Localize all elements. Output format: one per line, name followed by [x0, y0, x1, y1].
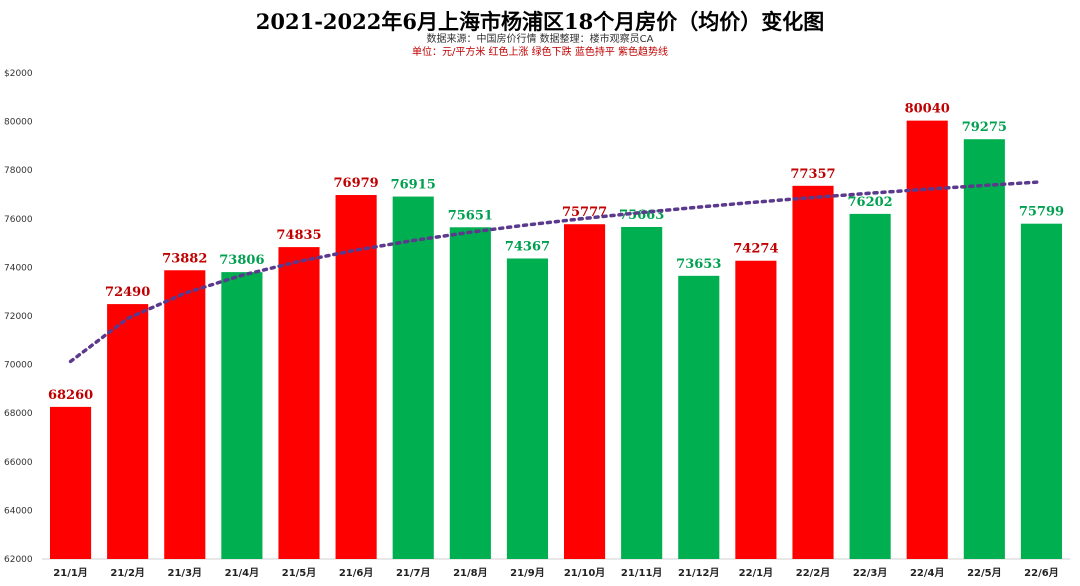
bar	[335, 195, 377, 559]
data-label: 74835	[276, 228, 321, 243]
legend-line: 单位：元/平方米 红色上涨 绿色下跌 蓝色持平 紫色趋势线	[411, 47, 669, 58]
x-tick-label: 22/2月	[796, 567, 831, 579]
x-tick-label: 21/6月	[339, 567, 374, 579]
bar	[278, 247, 320, 559]
bar	[164, 270, 206, 559]
trend-line	[68, 180, 1044, 364]
x-tick-label: 22/6月	[1024, 567, 1059, 579]
source-line: 数据来源：中国房价行情 数据整理：楼市观察员CA	[426, 34, 654, 45]
x-tick-label: 21/7月	[396, 567, 431, 579]
data-label: 73806	[219, 253, 264, 268]
bar	[563, 224, 606, 559]
data-label: 68260	[48, 388, 93, 403]
bar	[906, 120, 948, 560]
x-tick-label: 22/4月	[910, 567, 945, 579]
x-tick-label: 21/1月	[53, 567, 88, 579]
data-label: 75651	[448, 208, 493, 223]
bar	[221, 272, 263, 559]
data-label: 75777	[562, 205, 607, 220]
bar	[449, 227, 491, 559]
bar	[792, 185, 834, 560]
y-tick-label: 66000	[4, 458, 33, 468]
bar	[849, 213, 891, 559]
bar	[963, 139, 1005, 559]
y-tick-label: 70000	[4, 361, 33, 371]
y-tick-label: 74000	[4, 263, 33, 273]
y-tick-label: 64000	[4, 506, 33, 516]
chart-title: 2021-2022年6月上海市杨浦区18个月房价（均价）变化图	[255, 9, 825, 34]
x-tick-label: 21/11月	[621, 567, 662, 579]
y-tick-label: 72000	[4, 312, 33, 322]
data-label: 74367	[505, 239, 550, 254]
y-tick-label: $2000	[4, 69, 33, 79]
data-label: 77357	[790, 167, 835, 182]
bar	[107, 304, 149, 559]
bar	[735, 260, 777, 559]
data-label: 76979	[333, 176, 378, 191]
data-label: 73882	[162, 251, 207, 266]
y-tick-label: 76000	[4, 215, 33, 225]
x-tick-label: 21/9月	[510, 567, 545, 579]
x-tick-label: 21/4月	[225, 567, 260, 579]
data-label: 74274	[733, 242, 778, 257]
data-label: 73653	[676, 257, 721, 272]
x-tick-label: 21/2月	[110, 567, 145, 579]
bar	[49, 406, 92, 559]
x-tick-label: 22/1月	[739, 567, 774, 579]
data-label: 79275	[962, 120, 1007, 135]
x-tick-label: 21/3月	[168, 567, 203, 579]
data-label: 72490	[105, 285, 150, 300]
bar	[621, 226, 663, 559]
y-tick-label: 62000	[4, 555, 33, 565]
data-label: 76915	[391, 178, 436, 193]
x-tick-label: 21/8月	[453, 567, 488, 579]
data-label: 80040	[905, 102, 950, 117]
bar	[1020, 223, 1063, 559]
x-tick-label: 21/5月	[282, 567, 317, 579]
y-tick-label: 68000	[4, 409, 33, 419]
x-tick-label: 22/3月	[853, 567, 888, 579]
data-label: 76202	[847, 195, 892, 210]
bar	[506, 258, 549, 559]
x-tick-label: 21/10月	[564, 567, 605, 579]
y-tick-label: 78000	[4, 166, 33, 176]
bar	[392, 196, 434, 560]
y-tick-label: 80000	[4, 118, 33, 128]
x-tick-label: 22/5月	[967, 567, 1002, 579]
bar	[678, 275, 720, 559]
x-tick-label: 21/12月	[678, 567, 719, 579]
data-label: 75799	[1019, 205, 1064, 220]
